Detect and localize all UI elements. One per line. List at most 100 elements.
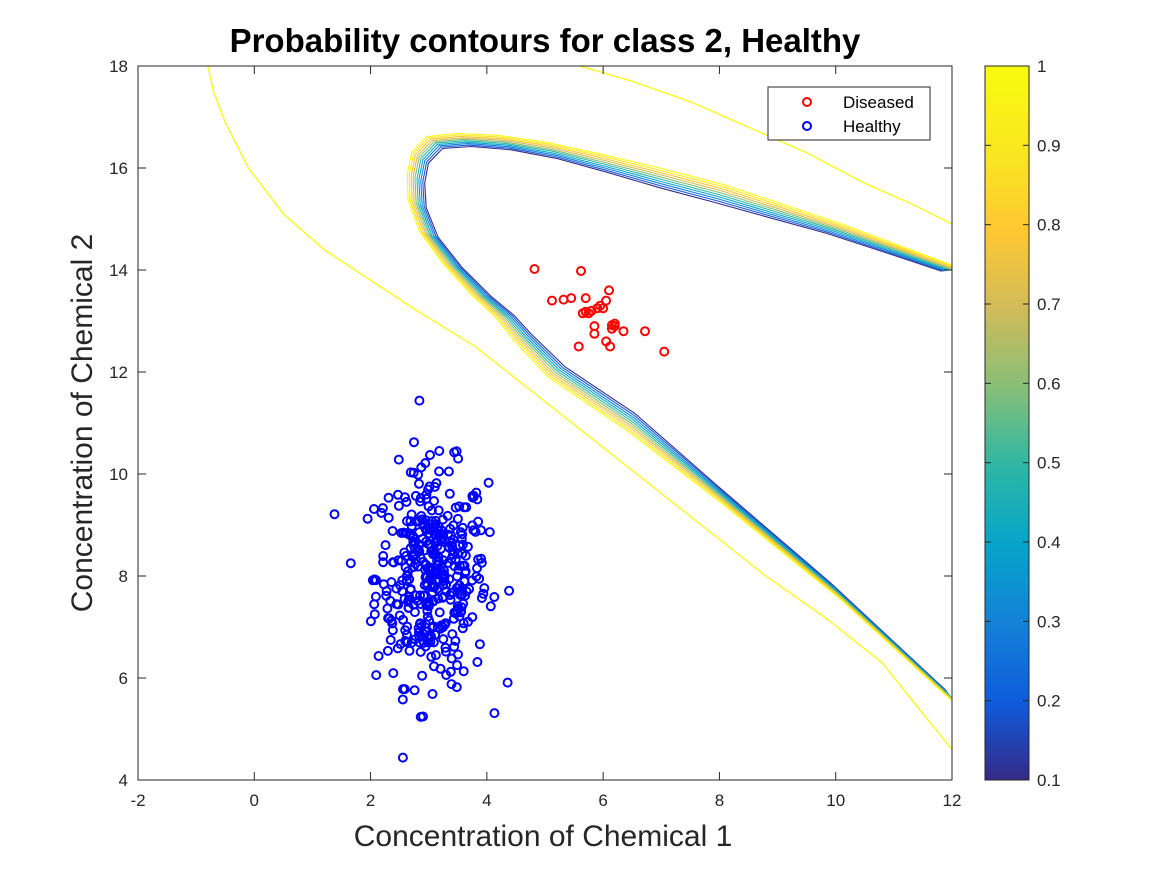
healthy-point xyxy=(427,689,438,699)
healthy-point xyxy=(429,529,440,540)
healthy-point xyxy=(442,510,453,521)
healthy-point xyxy=(406,509,417,520)
healthy-point xyxy=(393,454,404,465)
colorbar-tick-label: 0.8 xyxy=(1037,216,1061,235)
healthy-point xyxy=(409,437,419,448)
healthy-point xyxy=(447,549,458,560)
colorbar-tick-label: 0.7 xyxy=(1037,295,1061,314)
healthy-point xyxy=(424,615,435,626)
diseased-point xyxy=(580,306,591,317)
healthy-point xyxy=(479,583,490,594)
diseased-point xyxy=(601,336,612,347)
healthy-point xyxy=(367,575,378,586)
y-axis-ticks: 4 6 8 10 12 14 16 18 xyxy=(109,57,952,790)
healthy-point xyxy=(440,646,451,657)
healthy-point xyxy=(380,540,391,551)
healthy-point xyxy=(470,526,481,537)
healthy-point xyxy=(409,685,420,696)
diseased-point xyxy=(586,305,597,316)
healthy-point xyxy=(435,623,446,634)
healthy-point xyxy=(378,551,389,561)
colorbar-tick-label: 0.9 xyxy=(1037,136,1061,155)
healthy-point xyxy=(445,594,456,605)
healthy-point xyxy=(417,670,428,681)
healthy-point xyxy=(478,588,489,599)
healthy-point xyxy=(414,395,425,406)
healthy-point xyxy=(453,453,464,464)
healthy-point xyxy=(393,555,404,566)
contour-line-level xyxy=(410,135,952,701)
x-tick-label: 2 xyxy=(366,791,375,810)
healthy-point xyxy=(432,555,443,566)
healthy-point xyxy=(414,516,425,527)
healthy-point xyxy=(406,557,416,568)
diseased-point xyxy=(573,341,584,352)
healthy-point xyxy=(476,557,487,568)
healthy-point xyxy=(435,663,446,674)
healthy-point xyxy=(474,639,485,650)
healthy-point xyxy=(435,565,446,576)
contour-line-level xyxy=(414,138,952,700)
contour-line-level xyxy=(424,145,947,691)
healthy-point xyxy=(376,507,387,518)
plot-area: -2 0 2 4 6 8 10 12 4 6 8 10 12 14 16 18 xyxy=(109,57,961,810)
healthy-point xyxy=(399,492,410,503)
healthy-point xyxy=(421,493,432,504)
healthy-point xyxy=(430,650,441,661)
healthy-point xyxy=(458,618,469,629)
colorbar-tick-label: 1 xyxy=(1037,57,1046,76)
healthy-point xyxy=(401,571,412,581)
healthy-point xyxy=(405,543,416,553)
healthy-point xyxy=(373,651,384,661)
x-axis-label: Concentration of Chemical 1 xyxy=(354,820,733,853)
healthy-point xyxy=(457,539,468,550)
healthy-point xyxy=(440,618,451,629)
legend-marker-diseased xyxy=(802,97,812,107)
healthy-point xyxy=(444,488,455,499)
healthy-point xyxy=(345,558,356,569)
x-tick-label: 6 xyxy=(598,791,607,810)
x-tick-label: -2 xyxy=(130,791,145,810)
healthy-point xyxy=(428,596,438,606)
legend-label-healthy: Healthy xyxy=(843,117,901,136)
healthy-point xyxy=(369,609,380,620)
healthy-point xyxy=(455,527,466,538)
y-tick-label: 4 xyxy=(119,771,128,790)
healthy-point xyxy=(410,543,420,554)
axes-box xyxy=(137,65,953,781)
healthy-point xyxy=(502,677,513,688)
diseased-point xyxy=(576,266,586,276)
healthy-point xyxy=(457,623,468,634)
colorbar-tick-label: 0.1 xyxy=(1037,771,1061,790)
healthy-point xyxy=(383,512,394,523)
healthy-point xyxy=(394,610,405,621)
healthy-point xyxy=(412,561,423,572)
healthy-point xyxy=(428,637,439,648)
healthy-point xyxy=(395,580,406,591)
healthy-point xyxy=(446,537,457,548)
healthy-point xyxy=(408,531,419,542)
healthy-point xyxy=(472,657,483,667)
healthy-point xyxy=(426,651,437,662)
contour-line-level xyxy=(412,137,952,701)
healthy-point xyxy=(370,591,381,602)
healthy-point xyxy=(451,682,462,693)
contour-line-level xyxy=(420,143,949,695)
contour-line-level xyxy=(416,140,952,698)
healthy-point xyxy=(413,469,424,480)
diseased-point xyxy=(589,328,600,339)
diseased-point xyxy=(529,264,540,274)
contour-line-level xyxy=(422,144,948,693)
legend-label-diseased: Diseased xyxy=(843,93,914,112)
healthy-point xyxy=(471,487,482,498)
healthy-point xyxy=(463,616,473,627)
healthy-point xyxy=(458,560,468,571)
diseased-point xyxy=(640,326,650,337)
y-axis-label: Concentration of Chemical 2 xyxy=(66,234,99,613)
y-tick-label: 14 xyxy=(109,261,128,280)
colorbar: 0.1 0.2 0.3 0.4 0.5 0.6 0.7 0.8 0.9 1 xyxy=(984,57,1061,790)
healthy-point xyxy=(454,501,465,512)
healthy-point xyxy=(371,670,382,681)
x-tick-label: 4 xyxy=(482,791,491,810)
colorbar-tick-label: 0.3 xyxy=(1037,612,1061,631)
